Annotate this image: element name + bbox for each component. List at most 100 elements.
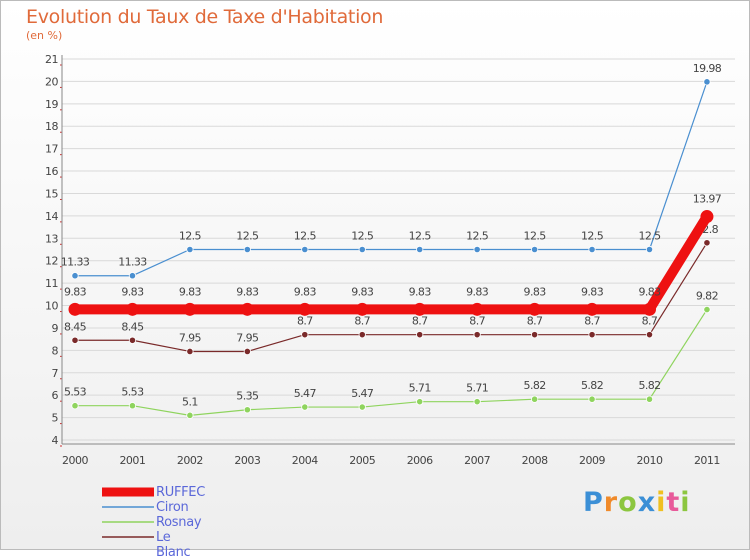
x-tick-label: 2001 [119, 454, 145, 467]
data-point-le-blanc [416, 331, 424, 339]
y-tick-label: 20 [45, 75, 58, 88]
data-point-ciron [186, 245, 194, 254]
logo-letter: r [603, 487, 619, 518]
data-point-rosnay [243, 406, 251, 414]
data-label-rosnay: 5.1 [182, 395, 198, 408]
series-line-ruffec [70, 211, 712, 315]
y-tick-label: 13 [45, 232, 58, 245]
data-label-ruffec: 9.83 [638, 285, 661, 298]
data-label-ciron: 19.98 [693, 62, 722, 75]
data-label-rosnay: 5.82 [581, 379, 603, 392]
data-label-ruffec: 9.83 [581, 285, 604, 298]
data-point-ciron [71, 272, 79, 280]
data-label-ciron: 12.5 [466, 230, 489, 243]
data-point-le-blanc [71, 336, 79, 344]
data-point-le-blanc [128, 336, 137, 344]
y-tick-label: 18 [45, 120, 58, 133]
x-tick-label: 2008 [522, 454, 548, 467]
data-point-le-blanc [301, 331, 309, 339]
data-label-rosnay: 5.53 [121, 386, 144, 399]
x-tick-label: 2004 [292, 454, 318, 467]
data-point-rosnay [128, 402, 137, 410]
data-point-ciron [588, 245, 596, 254]
data-point-ruffec [643, 302, 656, 316]
data-label-ruffec: 9.83 [121, 285, 144, 298]
chart-title: Evolution du Taux de Taxe d'Habitation [26, 6, 384, 28]
logo-letter: t [666, 487, 681, 518]
data-label-ciron: 12.5 [524, 230, 547, 243]
data-label-ruffec: 9.83 [409, 285, 432, 298]
data-label-rosnay: 5.35 [236, 390, 259, 403]
data-point-le-blanc [588, 331, 596, 339]
data-point-ruffec [470, 302, 484, 316]
data-label-ciron: 12.5 [409, 230, 432, 243]
data-point-ciron [645, 245, 654, 254]
data-label-le-blanc: 7.95 [236, 331, 259, 344]
data-label-rosnay: 5.47 [294, 387, 317, 400]
x-tick-label: 2007 [464, 454, 490, 467]
data-label-ruffec: 9.83 [294, 285, 317, 298]
x-tick-label: 2006 [407, 454, 433, 467]
y-tick-label: 9 [52, 322, 59, 335]
series-line-le-blanc [74, 242, 708, 353]
data-point-rosnay [530, 395, 539, 403]
data-label-ciron: 11.33 [61, 256, 90, 269]
y-tick-label: 11 [45, 277, 58, 290]
y-tick-label: 21 [45, 53, 58, 66]
data-point-ciron [703, 78, 711, 86]
data-point-ruffec [355, 302, 369, 316]
logo-letter: x [637, 487, 657, 518]
legend-swatch-rosnay [102, 521, 154, 523]
data-point-ruffec [240, 302, 254, 316]
y-tick-label: 4 [52, 434, 59, 447]
data-point-rosnay [473, 398, 481, 406]
data-label-ruffec: 9.83 [236, 285, 259, 298]
data-label-ciron: 12.5 [351, 230, 374, 243]
x-tick-label: 2005 [349, 454, 375, 467]
data-label-ciron: 11.33 [118, 256, 147, 269]
y-tick-label: 19 [45, 98, 58, 111]
data-label-ruffec: 9.83 [351, 285, 374, 298]
data-point-ruffec [298, 302, 312, 316]
data-label-le-blanc: 8.45 [121, 320, 144, 333]
data-point-ruffec [700, 210, 714, 224]
x-tick-label: 2002 [177, 454, 203, 467]
data-label-ruffec: 9.83 [466, 285, 489, 298]
data-label-le-blanc: 8.7 [354, 315, 370, 328]
chart-subtitle: (en %) [26, 29, 63, 42]
data-point-rosnay [703, 305, 711, 314]
data-label-rosnay: 5.71 [409, 382, 431, 395]
x-tick-label: 2010 [637, 454, 663, 467]
data-label-rosnay: 5.71 [466, 382, 488, 395]
data-point-ruffec [183, 302, 197, 316]
logo-letter: i [656, 487, 667, 518]
legend-swatch-ciron [102, 506, 154, 508]
y-tick-label: 17 [45, 143, 58, 156]
series-line-ciron [74, 81, 708, 277]
logo-letter: P [583, 487, 604, 518]
y-tick-label: 15 [45, 187, 58, 200]
x-tick-label: 2009 [579, 454, 605, 467]
data-label-le-blanc: 8.7 [527, 315, 543, 328]
data-label-ruffec: 9.83 [179, 285, 202, 298]
x-tick-label: 2011 [694, 454, 720, 467]
data-point-ruffec [413, 302, 427, 316]
y-tick-label: 6 [52, 389, 59, 402]
data-label-ciron: 12.5 [179, 230, 202, 243]
data-label-ruffec: 9.83 [64, 285, 87, 298]
data-label-ciron: 12.5 [236, 230, 259, 243]
legend-swatch-ruffec [102, 487, 154, 497]
data-label-le-blanc: 8.7 [642, 315, 658, 328]
series-line-rosnay [74, 308, 708, 416]
data-point-le-blanc [645, 331, 654, 339]
logo-letter: i [680, 487, 691, 518]
data-point-rosnay [416, 398, 424, 406]
legend-label-ciron: Ciron [156, 500, 189, 515]
data-label-rosnay: 5.82 [638, 379, 660, 392]
y-tick-label: 14 [45, 210, 58, 223]
data-label-ciron: 12.5 [294, 230, 317, 243]
data-label-rosnay: 5.82 [524, 379, 546, 392]
data-point-ciron [530, 245, 539, 254]
